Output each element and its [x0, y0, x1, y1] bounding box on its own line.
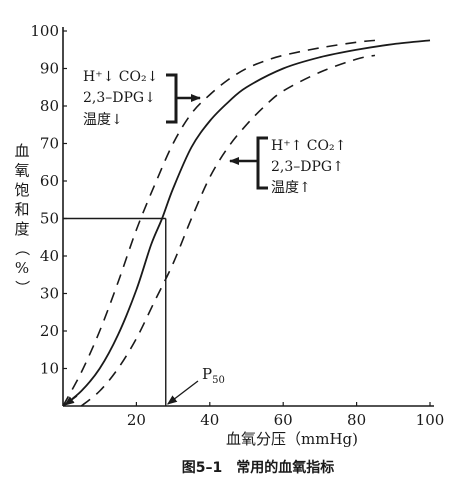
left-shift-annotation: H⁺↓ CO₂↓ 2,3–DPG↓ 温度↓ — [83, 69, 201, 128]
left-shift-line-3: 温度↓ — [83, 112, 123, 128]
x-tick-label: 20 — [127, 411, 146, 429]
y-label-char: % — [15, 259, 29, 277]
axes — [62, 27, 434, 407]
x-tick-label: 40 — [200, 411, 219, 429]
right-shift-line-2: 2,3–DPG↑ — [271, 159, 344, 175]
y-tick-label: 20 — [40, 322, 59, 340]
left-shift-line-2: 2,3–DPG↓ — [83, 90, 156, 106]
x-tick-labels: 20 40 60 80 100 — [127, 402, 444, 429]
right-shift-line-3: 温度↑ — [271, 180, 311, 196]
left-shift-line-1: H⁺↓ CO₂↓ — [83, 69, 158, 85]
x-tick-label: 100 — [416, 411, 445, 429]
y-tick-label: 50 — [40, 210, 59, 228]
y-tick-label: 100 — [30, 22, 59, 40]
x-tick-label: 60 — [274, 411, 293, 429]
figure-caption: 图5–1 常用的血氧指标 — [182, 459, 334, 476]
curves — [62, 39, 431, 407]
p50-label-subscript: 50 — [212, 375, 225, 386]
y-tick-label: 90 — [40, 60, 59, 78]
y-tick-label: 30 — [40, 285, 59, 303]
right-shift-annotation: H⁺↑ CO₂↑ 2,3–DPG↑ 温度↑ — [229, 136, 346, 196]
y-tick-label: 70 — [40, 135, 59, 153]
y-tick-label: 40 — [40, 247, 59, 265]
y-label-char: 和 — [14, 201, 29, 219]
y-tick-label: 10 — [40, 360, 59, 378]
y-tick-label: 80 — [40, 97, 59, 115]
right-shift-curve — [80, 54, 376, 407]
y-label-char: （ — [13, 241, 31, 256]
x-axis-label: 血氧分压（mmHg) — [226, 430, 358, 448]
p50-label: P50 — [202, 365, 225, 386]
y-label-char: 血 — [14, 142, 29, 160]
standard-curve — [62, 39, 431, 407]
x-tick-label: 80 — [347, 411, 366, 429]
y-tick-label: 60 — [40, 172, 59, 190]
y-label-char: 度 — [14, 220, 29, 238]
y-tick-labels: 10 20 30 40 50 60 70 80 90 100 — [30, 22, 67, 378]
y-label-char: 饱 — [14, 181, 29, 199]
y-label-char: ） — [13, 280, 31, 295]
p50-arrow — [166, 380, 199, 405]
p50-marker: P50 — [63, 217, 225, 406]
origin-arrow — [64, 395, 78, 406]
left-shift-bracket — [166, 73, 178, 124]
y-label-char: 氧 — [14, 162, 29, 180]
right-shift-bracket — [256, 136, 268, 190]
right-shift-line-1: H⁺↑ CO₂↑ — [271, 138, 346, 154]
